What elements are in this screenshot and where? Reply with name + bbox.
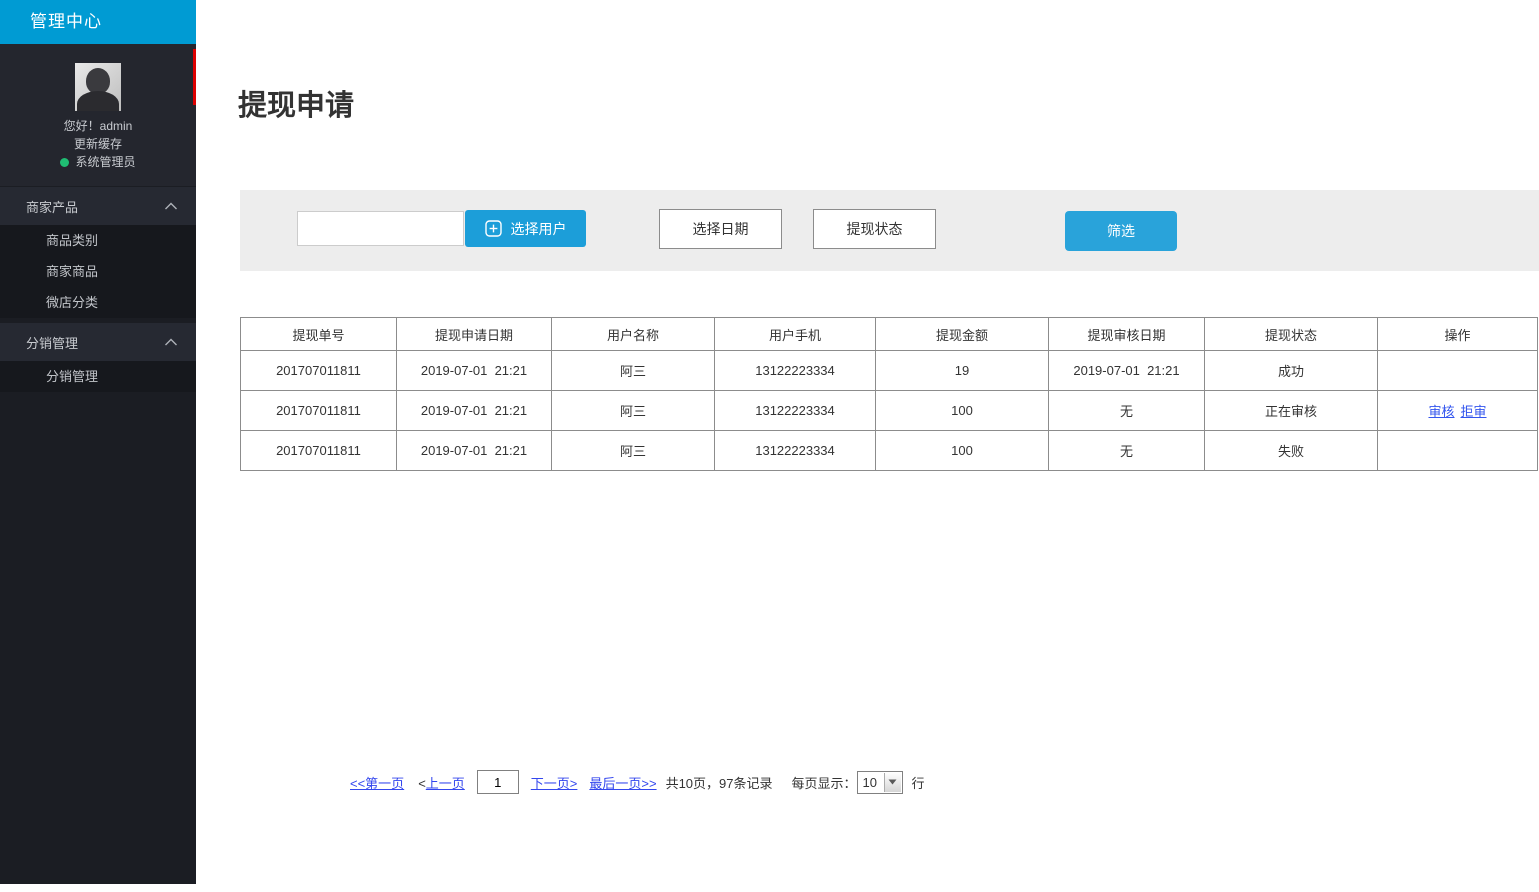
sidebar-scroll-indicator — [193, 49, 196, 105]
chevron-up-icon — [164, 199, 178, 214]
table-cell-status: 失败 — [1204, 430, 1378, 471]
table-header-cell: 提现单号 — [240, 317, 397, 351]
sidebar-item[interactable]: 商品类别 — [46, 233, 99, 248]
sidebar-section-label: 商家产品 — [26, 199, 79, 215]
table-cell-user_name: 阿三 — [551, 390, 715, 431]
chevron-down-icon[interactable] — [883, 772, 901, 792]
page-number-input[interactable] — [476, 770, 519, 794]
sidebar-menu: 商家产品 商品类别 商家商品 微店分类 分销管理 分销管理 — [0, 187, 196, 392]
table-cell-order_no: 201707011811 — [240, 390, 397, 431]
sidebar-submenu-0: 商品类别商家商品微店分类 — [0, 225, 196, 318]
user-panel: 您好！admin 更新缓存 系统管理员 — [0, 44, 196, 186]
table-header-cell: 提现审核日期 — [1048, 317, 1205, 351]
table-cell-order_no: 201707011811 — [240, 350, 397, 391]
table-header-cell: 操作 — [1377, 317, 1538, 351]
sidebar-section-0[interactable]: 商家产品 — [0, 187, 196, 225]
table-header-row: 提现单号 提现申请日期 用户名称 用户手机 提现金额 提现审核日期 提现状态 操作 — [240, 317, 1538, 351]
table-cell-status: 成功 — [1204, 350, 1378, 391]
online-status-icon — [60, 158, 70, 167]
sidebar-section-1[interactable]: 分销管理 — [0, 323, 196, 361]
sidebar: 管理中心 您好！admin 更新缓存 系统管理员 商家产品商品类别商家商品微店分… — [0, 0, 196, 884]
table-row: 201707011811 2019-07-01 21:21 阿三 1312222333… — [240, 390, 1538, 431]
table-cell-audit_date: 无 — [1048, 430, 1205, 471]
pagination: <<第一页 <上一页 下一页> 最后一页>> 共10页，97条记录 每页显示： … — [350, 769, 925, 795]
sidebar-section-label: 分销管理 — [26, 335, 79, 351]
app-title: 管理中心 — [0, 0, 196, 44]
per-page-unit: 行 — [911, 775, 925, 791]
table-header-cell: 提现金额 — [875, 317, 1049, 351]
page-title: 提现申请 — [238, 90, 355, 122]
table-cell-status: 正在审核 — [1204, 390, 1378, 431]
per-page-label: 每页显示： — [791, 775, 857, 791]
table-cell-apply_date: 2019-07-01 21:21 — [396, 350, 552, 391]
withdraw-status-button[interactable]: 提现状态 — [813, 209, 936, 249]
table-row: 201707011811 2019-07-01 21:21 阿三 1312222333… — [240, 430, 1538, 471]
table-cell-amount: 100 — [875, 430, 1049, 471]
table-cell-user_phone: 13122223334 — [714, 390, 876, 431]
select-user-label: 选择用户 — [510, 220, 567, 237]
sidebar-submenu-1: 分销管理 — [0, 361, 196, 392]
table-row: 201707011811 2019-07-01 21:21 阿三 1312222333… — [240, 350, 1538, 391]
user-role: 系统管理员 — [0, 154, 196, 170]
prev-page-link[interactable]: 上一页 — [425, 775, 465, 791]
filter-submit-button[interactable]: 筛选 — [1065, 211, 1177, 251]
withdrawals-table: 提现单号 提现申请日期 用户名称 用户手机 提现金额 提现审核日期 提现状态 操作 20170… — [240, 317, 1538, 471]
chevron-up-icon — [164, 335, 178, 350]
select-date-button[interactable]: 选择日期 — [659, 209, 782, 249]
sidebar-item[interactable]: 分销管理 — [46, 369, 99, 384]
user-search-input[interactable] — [297, 211, 464, 246]
per-page-select[interactable]: 10 — [856, 770, 903, 794]
filter-bar: 选择用户 选择日期 提现状态 筛选 — [240, 190, 1539, 271]
table-cell-user_phone: 13122223334 — [714, 430, 876, 471]
plus-square-icon — [484, 220, 502, 237]
sidebar-item[interactable]: 商家商品 — [46, 264, 99, 279]
table-cell-amount: 19 — [875, 350, 1049, 391]
table-cell-user_name: 阿三 — [551, 350, 715, 391]
table-cell-apply_date: 2019-07-01 21:21 — [396, 430, 552, 471]
table-cell-user_phone: 13122223334 — [714, 350, 876, 391]
prev-page-prefix: < — [418, 775, 426, 791]
table-cell-audit_date: 无 — [1048, 390, 1205, 431]
table-cell-user_name: 阿三 — [551, 430, 715, 471]
table-header-cell: 用户手机 — [714, 317, 876, 351]
refresh-cache-link[interactable]: 更新缓存 — [73, 137, 122, 151]
table-cell-actions — [1377, 350, 1538, 391]
pagination-summary: 共10页，97条记录 — [665, 775, 773, 791]
per-page-value: 10 — [862, 774, 877, 790]
per-page-control: 每页显示： 10 行 — [791, 770, 925, 794]
last-page-link[interactable]: 最后一页>> — [589, 775, 657, 791]
table-cell-actions: 审核 拒审 — [1377, 390, 1538, 431]
user-greeting: 您好！admin — [63, 119, 133, 133]
table-header-cell: 提现状态 — [1204, 317, 1378, 351]
table-cell-apply_date: 2019-07-01 21:21 — [396, 390, 552, 431]
sidebar-item[interactable]: 微店分类 — [46, 295, 99, 310]
table-cell-amount: 100 — [875, 390, 1049, 431]
user-avatar — [75, 63, 121, 111]
action-link[interactable]: 拒审 — [1460, 404, 1487, 419]
user-role-label: 系统管理员 — [75, 155, 136, 169]
table-header-cell: 用户名称 — [551, 317, 715, 351]
select-user-button[interactable]: 选择用户 — [465, 210, 586, 247]
table-cell-order_no: 201707011811 — [240, 430, 397, 471]
next-page-link[interactable]: 下一页> — [530, 775, 578, 791]
table-cell-audit_date: 2019-07-01 21:21 — [1048, 350, 1205, 391]
prev-page-wrap: <上一页 — [418, 773, 465, 792]
first-page-link[interactable]: <<第一页 — [350, 775, 405, 791]
action-link[interactable]: 审核 — [1428, 404, 1455, 419]
table-cell-actions — [1377, 430, 1538, 471]
table-header-cell: 提现申请日期 — [396, 317, 552, 351]
